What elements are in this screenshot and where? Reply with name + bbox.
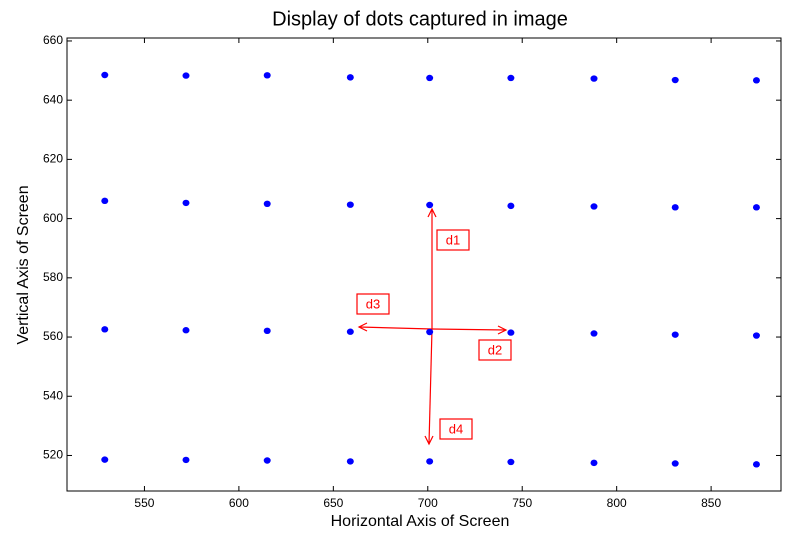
y-tick-label: 620	[43, 152, 63, 166]
dot	[671, 76, 679, 84]
dot	[346, 458, 354, 465]
dot	[752, 332, 760, 339]
arrow-head	[424, 435, 434, 446]
dot	[263, 200, 271, 208]
arrow-d4	[428, 328, 433, 445]
dot	[671, 331, 679, 338]
annotation: d2	[488, 342, 502, 357]
arrow-head	[497, 325, 508, 335]
dot	[426, 74, 434, 82]
dot	[507, 202, 515, 210]
y-tick-label: 560	[43, 329, 63, 343]
label-box	[436, 229, 470, 251]
dot	[426, 458, 434, 465]
x-axis-label: Horizontal Axis of Screen	[331, 513, 510, 530]
dot	[671, 204, 679, 211]
dot	[263, 457, 271, 464]
x-tick-label: 700	[418, 496, 438, 510]
dot	[182, 456, 190, 464]
chart-title: Display of dots captured in image	[272, 8, 568, 30]
x-tick-label: 800	[607, 496, 627, 510]
x-tick-label: 650	[323, 496, 343, 510]
dot	[752, 77, 760, 84]
dot	[101, 197, 109, 205]
dot	[752, 461, 760, 468]
arrow-head	[427, 207, 437, 218]
dot	[590, 203, 598, 210]
dot	[752, 204, 760, 211]
dot	[507, 458, 515, 466]
dot	[507, 74, 515, 82]
x-tick-label: 850	[701, 496, 721, 510]
dot	[590, 330, 598, 337]
dot	[263, 72, 271, 79]
label-box	[439, 418, 473, 440]
label-box	[356, 293, 390, 315]
arrows	[356, 207, 512, 446]
y-tick-label: 580	[43, 270, 63, 284]
y-tick-label: 600	[43, 211, 63, 225]
x-tick-label: 600	[229, 496, 249, 510]
y-tick-label: 640	[43, 92, 63, 106]
arrow-head	[357, 322, 368, 332]
arrow-d3	[358, 326, 433, 330]
y-tick-label: 660	[43, 33, 63, 47]
dot	[101, 326, 109, 333]
dot	[590, 459, 598, 467]
dot	[507, 329, 515, 336]
label-box	[478, 339, 512, 361]
arrow-d2	[431, 328, 507, 331]
dot	[346, 328, 354, 335]
y-tick-label: 540	[43, 388, 63, 402]
x-tick-label: 750	[512, 496, 532, 510]
dot	[346, 201, 354, 208]
y-tick-label: 520	[43, 448, 63, 462]
annotation: d3	[366, 296, 380, 311]
annotation: d4	[449, 421, 463, 436]
dot	[426, 201, 434, 209]
x-tick-label: 550	[134, 496, 154, 510]
dot	[426, 328, 434, 336]
dot	[346, 74, 354, 81]
dot	[263, 327, 271, 335]
dot	[671, 460, 679, 467]
dot	[182, 72, 190, 79]
dot	[101, 456, 109, 463]
dot	[590, 75, 598, 82]
dot	[182, 327, 190, 334]
y-axis-label: Vertical Axis of Screen	[15, 185, 32, 344]
annotation: d1	[446, 232, 460, 247]
dot	[182, 199, 190, 207]
plot-frame	[66, 37, 782, 492]
dot	[101, 71, 109, 79]
